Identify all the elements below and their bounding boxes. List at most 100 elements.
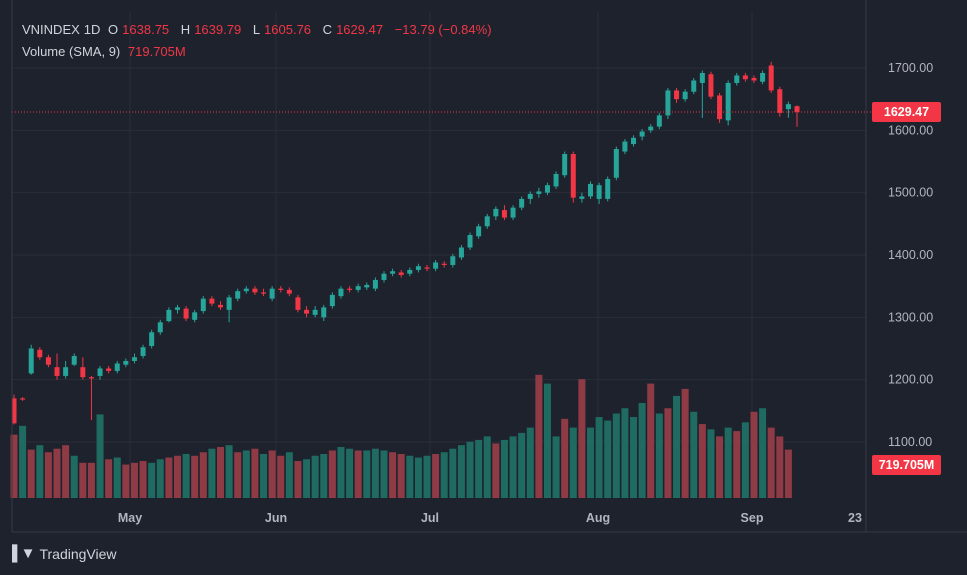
volume-bar bbox=[165, 457, 173, 498]
candle-body bbox=[235, 291, 241, 299]
candle-body bbox=[639, 131, 645, 137]
candle-body bbox=[398, 272, 404, 275]
change-value: −13.79 (−0.84%) bbox=[394, 22, 492, 37]
volume-bar bbox=[638, 402, 646, 498]
high-label: H bbox=[180, 22, 191, 37]
candle-body bbox=[106, 368, 112, 371]
volume-bar bbox=[10, 434, 18, 498]
tradingview-logo-text: TradingView bbox=[39, 545, 117, 562]
candle-body bbox=[304, 309, 310, 314]
candle-body bbox=[80, 367, 86, 378]
volume-bar bbox=[337, 446, 345, 498]
candle-body bbox=[286, 289, 292, 294]
low-value: 1605.76 bbox=[264, 22, 312, 37]
volume-bar bbox=[53, 448, 61, 498]
candle-body bbox=[682, 91, 688, 100]
candle-body bbox=[501, 210, 507, 218]
candle-body bbox=[587, 183, 593, 197]
volume-bar bbox=[423, 455, 431, 498]
candle-body bbox=[338, 288, 344, 297]
volume-bar bbox=[586, 427, 594, 498]
candle-body bbox=[63, 367, 69, 376]
volume-bar bbox=[199, 452, 207, 498]
volume-bar bbox=[406, 455, 414, 498]
candle-body bbox=[596, 185, 602, 199]
volume-bar bbox=[483, 436, 491, 498]
candle-body bbox=[579, 196, 585, 199]
close-value: 1629.47 bbox=[336, 22, 384, 37]
volume-bar bbox=[690, 411, 698, 498]
candle-body bbox=[484, 216, 490, 227]
volume-bar bbox=[346, 448, 354, 498]
price-candles bbox=[11, 61, 800, 425]
volume-bar bbox=[716, 436, 724, 498]
candle-body bbox=[441, 263, 447, 265]
candle-body bbox=[269, 288, 275, 299]
close-label: C bbox=[322, 22, 333, 37]
volume-bar bbox=[457, 445, 465, 498]
volume-bar bbox=[552, 436, 560, 498]
volume-bar bbox=[750, 411, 758, 498]
volume-bar bbox=[260, 454, 268, 498]
x-tick-label: Aug bbox=[586, 511, 610, 525]
candle-body bbox=[433, 262, 439, 269]
candle-body bbox=[493, 208, 499, 217]
candle-body bbox=[37, 349, 43, 358]
y-tick-label: 1700.00 bbox=[888, 61, 933, 75]
volume-bar bbox=[242, 450, 250, 498]
symbol-name[interactable]: VNINDEX bbox=[22, 22, 80, 37]
volume-indicator-label[interactable]: Volume (SMA, 9) bbox=[22, 44, 121, 59]
candle-body bbox=[45, 357, 51, 365]
candle-body bbox=[562, 154, 568, 176]
y-tick-label: 1100.00 bbox=[888, 435, 932, 449]
volume-bar bbox=[492, 443, 500, 498]
volume-bar bbox=[776, 436, 784, 498]
x-tick-label: Sep bbox=[741, 511, 764, 525]
volume-bar bbox=[354, 450, 362, 498]
y-tick-label: 1500.00 bbox=[888, 186, 933, 200]
volume-bar bbox=[139, 461, 147, 498]
candle-body bbox=[458, 247, 464, 258]
volume-bar bbox=[647, 383, 655, 498]
candle-body bbox=[519, 198, 525, 208]
candle-body bbox=[183, 308, 189, 319]
candle-body bbox=[226, 297, 232, 310]
volume-bar bbox=[630, 417, 638, 498]
volume-bar bbox=[251, 448, 259, 498]
volume-bar bbox=[130, 462, 138, 498]
candle-body bbox=[166, 309, 172, 322]
volume-bar bbox=[156, 459, 164, 498]
volume-bar bbox=[681, 388, 689, 498]
candle-body bbox=[11, 398, 17, 424]
tradingview-logo[interactable]: ▌▼ TradingView bbox=[12, 545, 117, 562]
candle-body bbox=[742, 75, 748, 80]
volume-bar bbox=[784, 449, 792, 498]
candle-body bbox=[209, 298, 215, 304]
y-tick-label: 1200.00 bbox=[888, 373, 933, 387]
volume-bar bbox=[182, 454, 190, 498]
candle-body bbox=[665, 90, 671, 116]
volume-bar bbox=[604, 420, 612, 498]
volume-bar bbox=[759, 408, 767, 498]
tradingview-logo-icon: ▌▼ bbox=[12, 545, 36, 562]
volume-bar bbox=[440, 452, 448, 498]
volume-bar bbox=[268, 450, 276, 498]
y-tick-label: 1300.00 bbox=[888, 310, 933, 324]
candle-body bbox=[372, 279, 378, 289]
candle-body bbox=[321, 307, 327, 318]
candle-body bbox=[355, 286, 361, 290]
candle-body bbox=[364, 284, 370, 288]
candle-body bbox=[407, 269, 413, 274]
candle-body bbox=[544, 185, 550, 193]
y-tick-label: 1600.00 bbox=[888, 123, 933, 137]
volume-bar bbox=[707, 429, 715, 498]
candle-body bbox=[28, 348, 34, 374]
volume-bar bbox=[87, 462, 95, 498]
volume-bar bbox=[569, 427, 577, 498]
candle-body bbox=[347, 288, 353, 290]
candle-body bbox=[174, 307, 180, 310]
volume-bar bbox=[70, 455, 78, 498]
candle-body bbox=[149, 332, 155, 347]
candle-body bbox=[476, 226, 482, 237]
